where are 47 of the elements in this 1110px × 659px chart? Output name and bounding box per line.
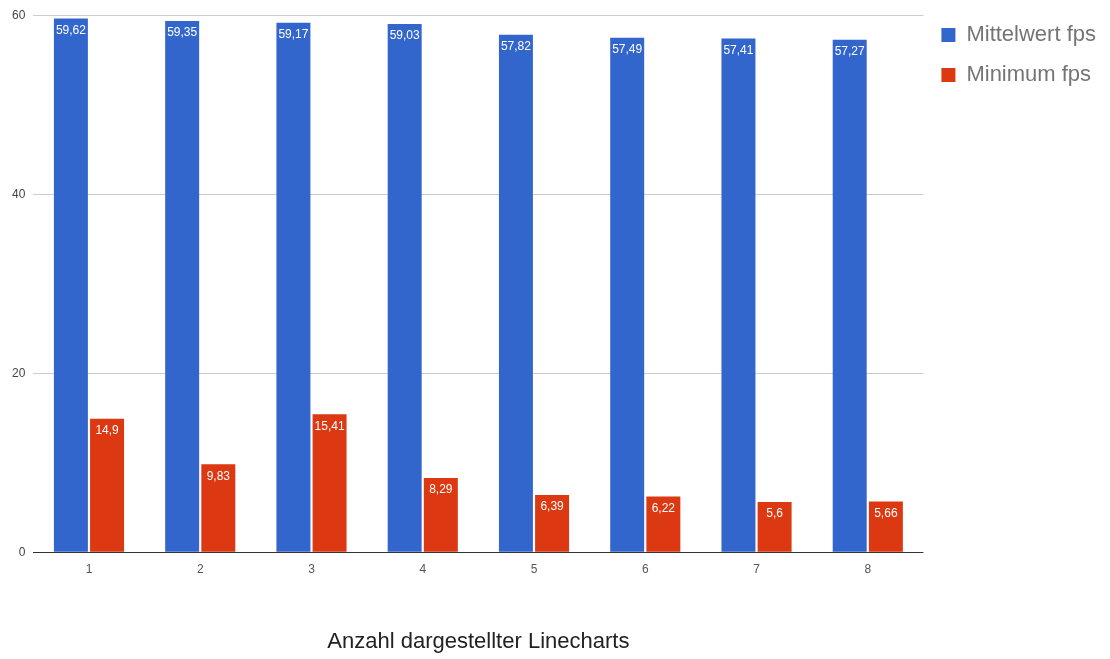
bar xyxy=(721,38,756,552)
bar xyxy=(165,21,200,552)
data-label: 14,9 xyxy=(95,423,120,438)
bar xyxy=(757,502,792,552)
data-label: 57,49 xyxy=(612,41,643,56)
legend-label: Minimum fps xyxy=(966,61,1092,87)
data-label: 8,29 xyxy=(429,482,453,497)
x-axis-title: Anzahl dargestellter Linecharts xyxy=(327,627,630,653)
data-label: 6,22 xyxy=(651,500,676,515)
y-tick-label: 40 xyxy=(11,186,26,201)
x-tick-label: 1 xyxy=(85,561,93,576)
bar xyxy=(535,495,570,552)
bar xyxy=(276,22,311,552)
x-tick-label: 3 xyxy=(308,561,316,576)
data-label: 5,66 xyxy=(874,505,898,520)
data-label: 57,27 xyxy=(834,43,866,58)
bar xyxy=(498,34,533,552)
bar xyxy=(53,18,88,552)
legend-label: Mittelwert fps xyxy=(966,21,1097,47)
data-label: 59,62 xyxy=(55,22,87,37)
y-tick-label: 0 xyxy=(18,544,26,559)
data-label: 57,41 xyxy=(723,42,754,57)
x-tick-label: 2 xyxy=(196,561,204,576)
data-label: 59,03 xyxy=(389,28,421,43)
x-tick-label: 6 xyxy=(641,561,649,576)
bar xyxy=(646,496,681,552)
data-label: 5,6 xyxy=(766,506,784,521)
data-label: 57,82 xyxy=(500,39,532,54)
bar xyxy=(312,414,347,552)
data-label: 15,41 xyxy=(314,418,345,433)
bar xyxy=(423,478,458,552)
data-label: 59,17 xyxy=(278,26,309,41)
data-label: 6,39 xyxy=(540,499,565,514)
x-tick-label: 8 xyxy=(864,561,872,576)
x-tick-label: 5 xyxy=(530,561,538,576)
bar xyxy=(201,464,236,552)
bar xyxy=(90,418,125,552)
x-tick-label: 7 xyxy=(753,561,761,576)
y-tick-label: 20 xyxy=(11,365,26,380)
bar xyxy=(832,39,867,552)
bar xyxy=(610,37,645,552)
x-tick-label: 4 xyxy=(419,561,427,576)
data-label: 9,83 xyxy=(206,468,231,483)
bar xyxy=(387,23,422,552)
bar xyxy=(868,501,903,552)
y-tick-label: 60 xyxy=(11,7,26,22)
data-label: 59,35 xyxy=(167,25,198,40)
